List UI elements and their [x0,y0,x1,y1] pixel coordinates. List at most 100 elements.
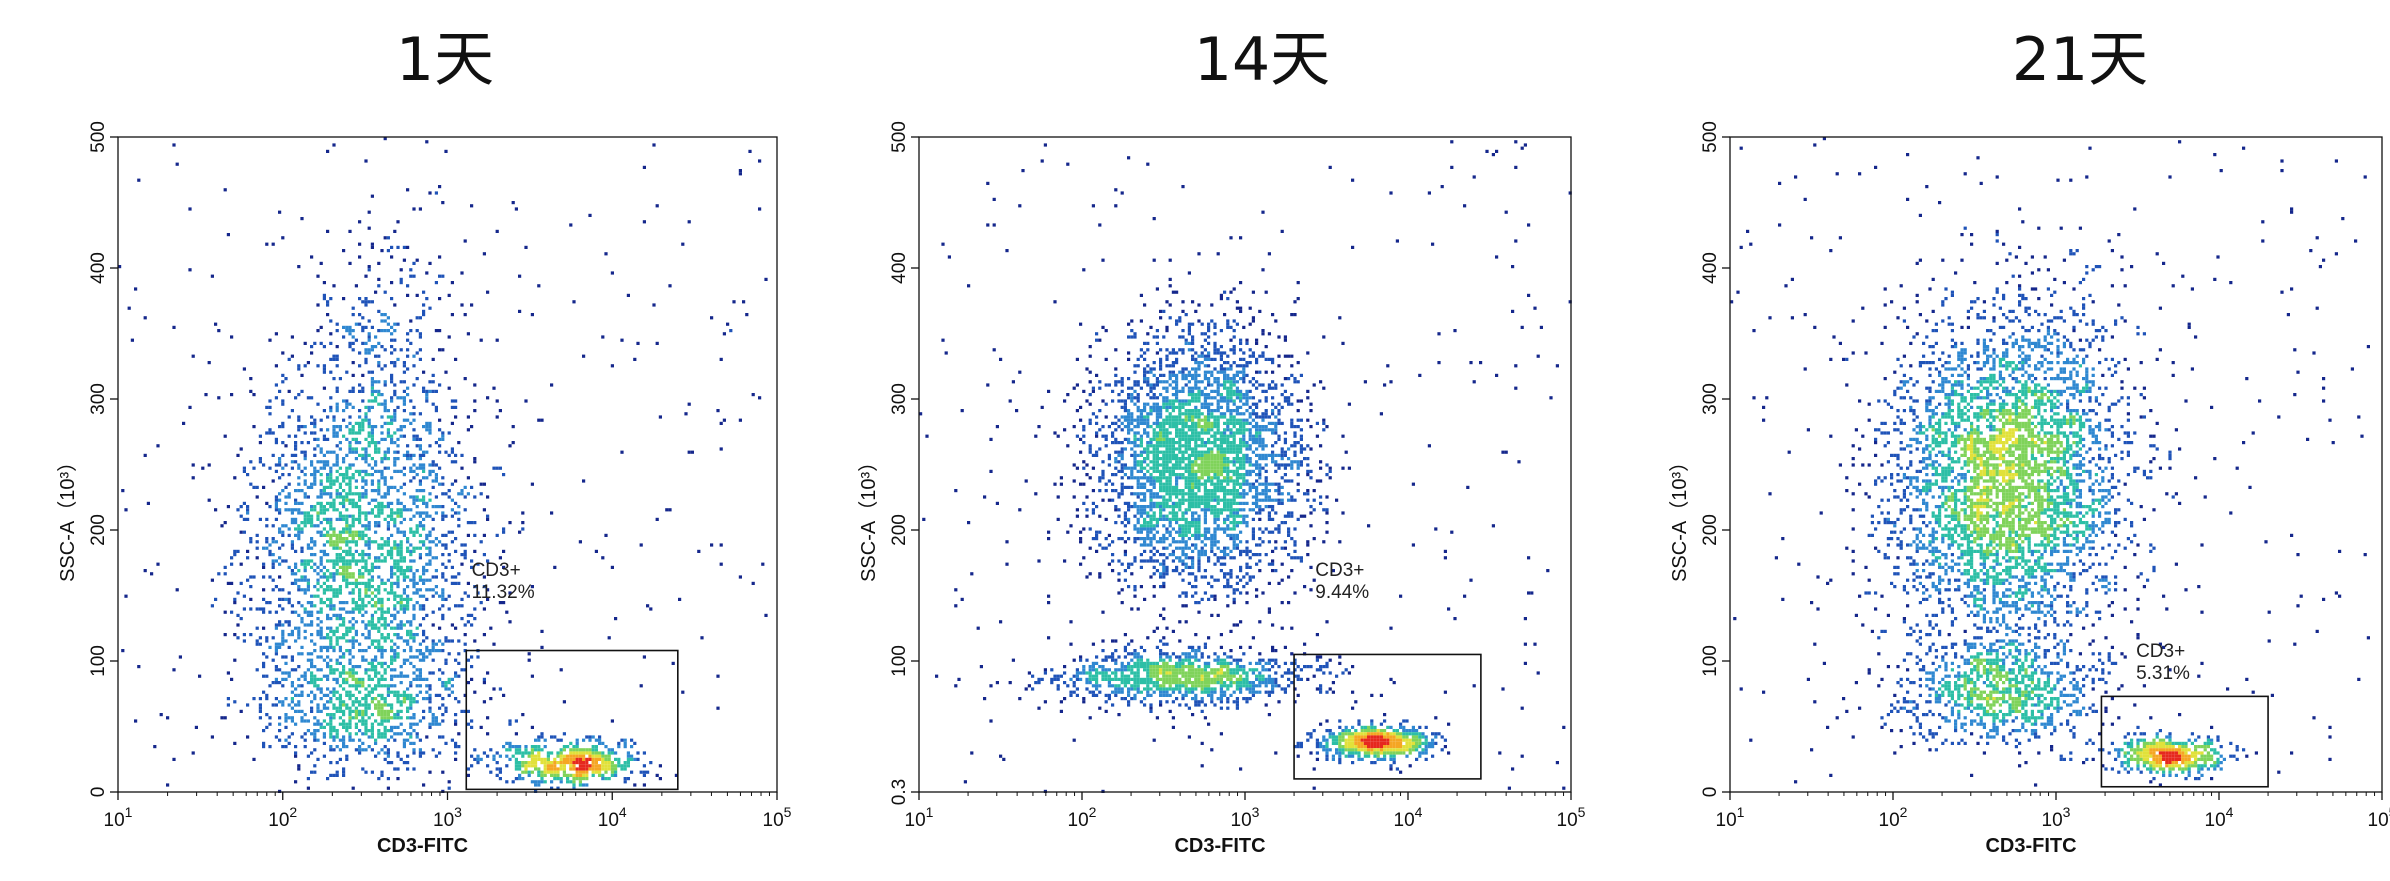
event-dot [300,530,304,534]
event-dot [348,332,352,336]
event-dot [1098,409,1102,413]
event-dot [444,706,448,710]
event-dot [1226,441,1230,445]
event-dot [495,767,499,771]
event-dot [271,562,275,566]
event-dot [1133,460,1137,464]
event-dot [306,441,310,445]
event-dot [402,741,406,745]
event-dot [377,505,381,509]
event-dot [310,537,314,541]
event-dot [351,389,355,393]
event-dot [297,367,301,371]
event-dot [1389,191,1393,195]
event-dot [358,453,362,457]
event-dot [335,453,339,457]
event-dot [396,562,400,566]
event-dot [332,143,336,147]
event-dot [409,578,413,582]
event-dot [287,533,291,537]
event-dot [1171,393,1175,397]
event-dot [553,767,557,771]
event-dot [604,770,608,774]
event-dot [1162,457,1166,461]
event-dot [1130,415,1134,419]
event-dot [434,281,438,285]
event-dot [623,761,627,765]
event-dot [300,735,304,739]
event-dot [342,677,346,681]
event-dot [418,578,422,582]
event-dot [287,674,291,678]
event-dot [1187,271,1191,275]
event-dot [562,700,566,704]
event-dot [530,780,534,784]
event-dot [383,505,387,509]
event-dot [367,463,371,467]
event-dot [986,383,990,387]
event-dot [316,329,320,333]
event-dot [582,479,586,483]
event-dot [415,581,419,585]
event-dot [639,770,643,774]
event-dot [1139,386,1143,390]
event-dot [473,533,477,537]
event-dot [351,716,355,720]
event-dot [1226,361,1230,365]
event-dot [1242,396,1246,400]
event-dot [377,511,381,515]
event-dot [601,764,605,768]
event-dot [1203,354,1207,358]
event-dot [425,677,429,681]
event-dot [399,511,403,515]
event-dot [393,412,397,416]
event-dot [1207,405,1211,409]
event-dot [1213,377,1217,381]
event-dot [306,585,310,589]
event-dot [1194,450,1198,454]
event-dot [1101,399,1105,403]
event-dot [412,677,416,681]
event-dot [1136,431,1140,435]
event-dot [1146,348,1150,352]
event-dot [1088,354,1092,358]
event-dot [447,453,451,457]
event-dot [588,757,592,761]
event-dot [476,655,480,659]
event-dot [441,681,445,685]
event-dot [1146,402,1150,406]
event-dot [402,761,406,765]
event-dot [399,674,403,678]
event-dot [1280,405,1284,409]
event-dot [537,738,541,742]
event-dot [941,338,945,342]
event-dot [348,527,352,531]
event-dot [1088,447,1092,451]
event-dot [1568,300,1572,304]
event-dot [294,703,298,707]
event-dot [332,594,336,598]
event-dot [1229,290,1233,294]
event-dot [354,607,358,611]
event-dot [329,527,333,531]
event-dot [172,325,176,329]
event-dot [1155,421,1159,425]
event-dot [361,572,365,576]
event-dot [399,425,403,429]
event-dot [447,489,451,493]
event-dot [1239,393,1243,397]
event-dot [470,655,474,659]
event-dot [354,748,358,752]
event-dot [287,741,291,745]
event-dot [374,335,378,339]
event-dot [367,569,371,573]
event-dot [361,716,365,720]
event-dot [470,764,474,768]
event-dot [524,748,528,752]
event-dot [428,530,432,534]
event-dot [332,431,336,435]
event-dot [1152,428,1156,432]
event-dot [268,412,272,416]
event-dot [326,300,330,304]
event-dot [722,418,726,422]
